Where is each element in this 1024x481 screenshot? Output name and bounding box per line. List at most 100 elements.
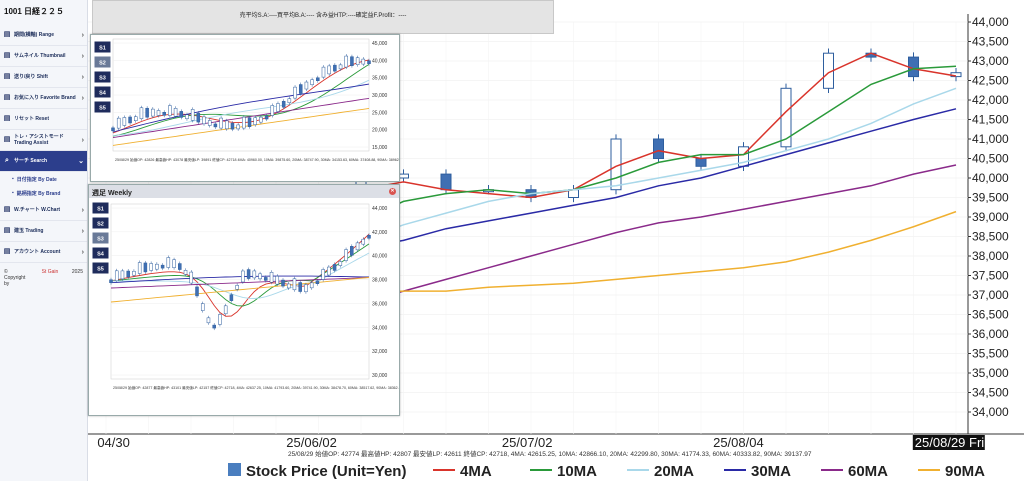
mini-y-tick-label: 32,000 xyxy=(372,349,388,355)
section-button-s4[interactable]: S4 xyxy=(91,246,110,260)
chevron-icon: › xyxy=(81,52,84,60)
y-tick-label: 34,500 xyxy=(972,386,1009,400)
section-button-s1[interactable]: S1 xyxy=(91,201,110,215)
sidebar-item-label: 期間(横軸) Range xyxy=(14,32,55,38)
mini-candle xyxy=(247,117,252,127)
y-tick-label: 41,500 xyxy=(972,113,1009,127)
mini-y-tick-label: 38,000 xyxy=(372,278,388,284)
daily-chart-window[interactable]: 45,000 40,000 35,000 30,000 25,000 20,000 15,0… xyxy=(90,34,404,182)
mini-candle xyxy=(151,108,155,117)
legend-swatch xyxy=(228,463,241,476)
sidebar-item-trade[interactable]: ▤ 建玉 Trading › xyxy=(0,221,87,242)
chevron-icon: › xyxy=(81,31,84,39)
sidebar-item-reset[interactable]: ▤ リセット Reset xyxy=(0,109,87,130)
grid-icon: ▤ xyxy=(3,52,11,59)
mini-ma-line xyxy=(110,233,370,317)
mini-candle xyxy=(332,264,337,271)
price-candle xyxy=(695,158,707,167)
section-button-s5[interactable]: S5 xyxy=(91,261,110,275)
section-button-s2[interactable]: S2 xyxy=(91,216,110,230)
x-tick-label: 25/08/29 Fri xyxy=(915,435,984,450)
date-icon: ▪ xyxy=(12,176,14,182)
chevron-icon: › xyxy=(81,206,84,214)
mini-candle xyxy=(327,65,331,75)
mini-candle xyxy=(286,283,291,289)
section-button-label: S4 xyxy=(97,252,105,258)
sidebar-item-calendar[interactable]: ▤ 期間(横軸) Range › xyxy=(0,25,87,46)
y-tick-label: 42,500 xyxy=(972,74,1009,88)
calendar-icon: ▤ xyxy=(3,31,11,38)
y-tick-label: 44,000 xyxy=(972,15,1009,29)
account-icon: ▤ xyxy=(3,248,11,255)
sidebar-item-grid[interactable]: ▤ サムネイル Thumbnail › xyxy=(0,46,87,67)
y-tick-label: 40,500 xyxy=(972,152,1009,166)
legend-label: 90MA xyxy=(945,463,985,480)
weekly-chart-window[interactable]: 週足 Weekly ✕ 44,000 42,000 40,000 38,000 36,0… xyxy=(88,184,403,416)
mini-candle xyxy=(350,246,354,256)
mini-candle xyxy=(321,269,325,280)
mini-ma-line xyxy=(112,59,370,134)
section-button-s5[interactable]: S5 xyxy=(93,100,112,114)
sidebar-item-shift[interactable]: ▤ 送り/戻り Shift › xyxy=(0,67,87,88)
mini-candle xyxy=(200,303,205,311)
sidebar-item-date[interactable]: ▪ 日付指定 By Date xyxy=(0,172,87,186)
sidebar-item-brand[interactable]: ▪ 銘柄指定 By Brand xyxy=(0,186,87,200)
sidebar-item-search[interactable]: ⌕ サーチ Search ⌄ xyxy=(0,151,87,172)
brand-title: 1001 日経２２５ xyxy=(4,7,65,16)
mini-candle xyxy=(287,98,292,103)
section-button-bg xyxy=(93,40,112,54)
y-tick-label: 38,000 xyxy=(972,249,1009,263)
mini-candle xyxy=(338,64,343,70)
sidebar-item-label: サーチ Search xyxy=(14,158,48,164)
mini-candle xyxy=(111,127,115,132)
y-tick-label: 39,000 xyxy=(972,210,1009,224)
trade-icon: ▤ xyxy=(3,227,11,234)
mini-candle xyxy=(298,84,303,94)
section-button-s2[interactable]: S2 xyxy=(93,55,112,69)
mini-ma-line xyxy=(112,64,370,137)
mini-y-tick-label: 20,000 xyxy=(372,128,388,134)
y-tick-label: 39,500 xyxy=(972,191,1009,205)
y-tick-label: 35,500 xyxy=(972,347,1009,361)
mini-candle xyxy=(156,110,161,116)
mini-candle xyxy=(355,57,360,65)
sidebar-item-account[interactable]: ▤ アカウント Account › xyxy=(0,242,87,263)
section-button-s3[interactable]: S3 xyxy=(91,231,110,245)
chart-icon: ▤ xyxy=(3,206,11,213)
price-candle xyxy=(440,173,452,191)
section-button-label: S5 xyxy=(97,267,104,273)
mini-candle xyxy=(120,270,125,280)
section-button-s4[interactable]: S4 xyxy=(93,85,112,99)
y-tick-label: 41,000 xyxy=(972,132,1009,146)
section-button-bg xyxy=(91,216,110,230)
section-button-bg xyxy=(91,231,110,245)
mini-ma-line xyxy=(110,277,370,289)
chevron-icon: › xyxy=(81,248,84,256)
section-button-bg xyxy=(91,261,110,275)
mini-ma-line xyxy=(112,83,370,133)
weekly-window-title[interactable]: 週足 Weekly ✕ xyxy=(89,185,399,198)
sidebar-item-assist[interactable]: ▤ トレ・アシストモード Trading Assist › xyxy=(0,130,87,151)
section-button-s3[interactable]: S3 xyxy=(93,70,112,84)
mini-candle xyxy=(258,273,262,280)
mini-ma-line xyxy=(112,79,370,137)
mini-candle xyxy=(189,271,194,284)
price-candle xyxy=(780,87,792,148)
mini-candle xyxy=(213,123,218,128)
mini-candle xyxy=(253,117,257,125)
mini-candle xyxy=(309,282,314,289)
mini-candle xyxy=(242,116,246,129)
mini-candle xyxy=(212,324,216,329)
mini-candle xyxy=(207,120,212,126)
sidebar-item-chart[interactable]: ▤ W.チャート W.Chart › xyxy=(0,200,87,221)
section-button-s1[interactable]: S1 xyxy=(93,40,112,54)
close-icon[interactable]: ✕ xyxy=(389,188,396,195)
mini-y-tick-label: 36,000 xyxy=(372,301,388,307)
mini-candle xyxy=(160,264,165,269)
sidebar-item-star[interactable]: ▤ お気に入り Favorite Brand › xyxy=(0,88,87,109)
mini-candle xyxy=(270,105,275,116)
y-tick-label: 37,500 xyxy=(972,269,1009,283)
price-candle xyxy=(653,138,664,159)
mini-y-tick-label: 40,000 xyxy=(372,58,388,64)
